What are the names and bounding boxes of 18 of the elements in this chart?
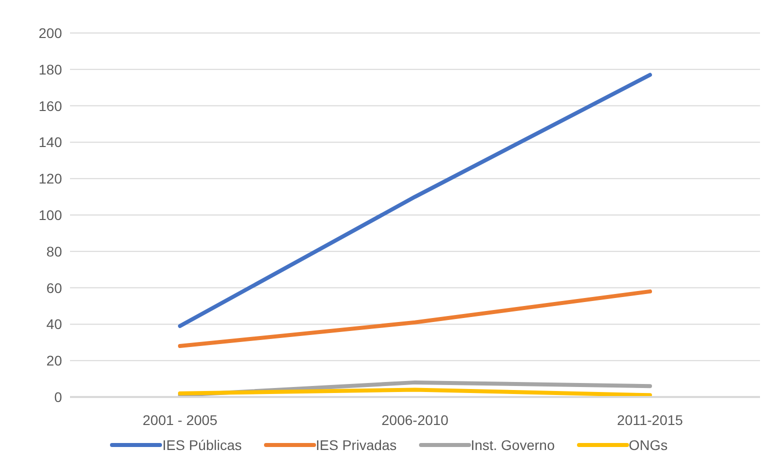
y-tick-label: 60 <box>46 280 62 296</box>
y-tick-label: 120 <box>38 170 62 187</box>
y-tick-label: 40 <box>46 316 62 332</box>
y-tick-label: 0 <box>54 388 62 405</box>
y-tick-label: 180 <box>38 61 62 78</box>
legend-label: ONGs <box>628 437 668 453</box>
legend-label: IES Privadas <box>316 437 397 453</box>
y-tick-label: 160 <box>38 98 62 114</box>
legend-label: Inst. Governo <box>470 437 555 453</box>
x-tick-label: 2006-2010 <box>382 412 449 428</box>
legend-label: IES Públicas <box>162 437 242 453</box>
y-tick-label: 20 <box>46 352 62 369</box>
x-tick-label: 2001 - 2005 <box>142 412 218 428</box>
y-tick-label: 100 <box>38 206 62 223</box>
x-tick-label: 2011-2015 <box>617 412 684 428</box>
y-tick-label: 80 <box>46 243 62 260</box>
y-tick-label: 200 <box>38 24 62 41</box>
y-tick-label: 140 <box>38 134 62 150</box>
